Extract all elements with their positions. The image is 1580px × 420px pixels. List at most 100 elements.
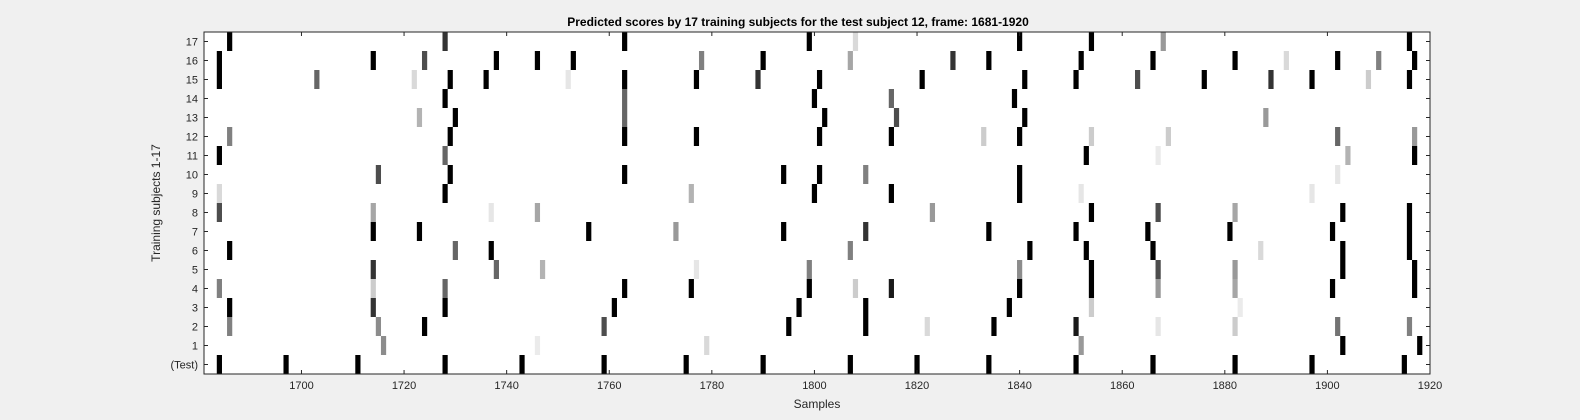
y-tick-label: 6 <box>192 246 198 258</box>
score-mark <box>950 51 956 70</box>
score-mark <box>611 298 617 317</box>
score-mark <box>227 241 233 260</box>
score-mark <box>1073 355 1079 374</box>
y-tick-label: 12 <box>186 132 198 144</box>
y-tick-label: 7 <box>192 227 198 239</box>
y-axis-label: Training subjects 1-17 <box>149 144 163 262</box>
score-mark <box>1017 127 1023 146</box>
score-mark <box>370 222 376 241</box>
y-tick-label: 9 <box>192 189 198 201</box>
y-tick-label: 14 <box>186 94 198 106</box>
score-mark <box>1201 70 1207 89</box>
score-mark <box>1073 222 1079 241</box>
score-mark <box>534 336 541 355</box>
score-mark <box>693 127 700 146</box>
score-mark <box>816 70 823 89</box>
score-mark <box>1412 51 1418 70</box>
score-mark <box>811 89 818 108</box>
score-mark <box>981 127 987 146</box>
score-mark <box>493 260 499 279</box>
score-mark <box>1232 355 1238 374</box>
score-mark <box>1083 241 1089 260</box>
score-mark <box>622 32 628 51</box>
score-mark <box>1340 336 1346 355</box>
score-mark <box>991 317 997 336</box>
score-mark <box>1340 260 1346 279</box>
score-mark <box>1150 241 1156 260</box>
score-mark <box>806 260 812 279</box>
score-mark <box>442 298 448 317</box>
score-mark <box>847 51 853 70</box>
score-mark <box>216 70 222 89</box>
y-tick-label: 11 <box>187 151 198 163</box>
score-mark <box>1283 51 1289 70</box>
score-mark <box>919 70 925 89</box>
score-mark <box>216 51 222 70</box>
score-mark <box>781 165 787 184</box>
score-mark <box>852 32 859 51</box>
score-mark <box>622 127 628 146</box>
score-mark <box>1335 317 1341 336</box>
score-mark <box>416 108 423 127</box>
score-mark <box>519 355 525 374</box>
score-mark <box>1232 260 1238 279</box>
score-mark <box>1345 146 1351 165</box>
score-mark <box>1406 32 1413 51</box>
x-axis-ticks: 1700 1720 1740 1760 1780 1800 1820 1840 1860 1880… <box>289 32 1442 392</box>
score-mark <box>1232 279 1238 298</box>
score-mark <box>452 108 458 127</box>
y-tick-label: 13 <box>186 113 198 125</box>
score-mark <box>1406 203 1413 222</box>
y-tick-label: 10 <box>186 170 198 182</box>
score-mark <box>1083 146 1089 165</box>
score-mark <box>929 203 936 222</box>
x-tick-label: 1760 <box>597 380 621 392</box>
score-mark <box>1017 279 1023 298</box>
y-tick-label: 17 <box>186 37 198 49</box>
score-mark <box>693 260 700 279</box>
score-mark <box>539 260 546 279</box>
x-tick-label: 1720 <box>392 380 416 392</box>
score-mark <box>411 70 417 89</box>
score-mark <box>1088 32 1095 51</box>
score-mark <box>1340 241 1346 260</box>
score-mark <box>1268 70 1274 89</box>
score-mark <box>570 51 576 70</box>
score-mark <box>786 317 792 336</box>
score-mark <box>1078 51 1084 70</box>
y-tick-label: 5 <box>192 265 198 277</box>
score-mark <box>806 32 812 51</box>
score-mark <box>704 336 710 355</box>
score-mark <box>1237 298 1243 317</box>
score-mark <box>863 317 869 336</box>
score-mark <box>1406 241 1413 260</box>
score-mark <box>488 241 494 260</box>
score-mark <box>888 127 894 146</box>
score-mark <box>806 279 812 298</box>
score-mark <box>1329 222 1336 241</box>
score-mark <box>1412 146 1418 165</box>
score-mark <box>1088 279 1095 298</box>
score-mark <box>796 298 802 317</box>
score-mark <box>1406 70 1413 89</box>
score-mark <box>1406 317 1413 336</box>
score-mark <box>888 89 894 108</box>
score-mark <box>622 165 628 184</box>
score-mark <box>442 89 448 108</box>
score-mark <box>442 146 448 165</box>
plot-frame <box>203 31 1431 375</box>
score-mark <box>693 70 700 89</box>
score-mark <box>1227 222 1233 241</box>
score-mark <box>1365 70 1372 89</box>
score-mark <box>1073 70 1079 89</box>
score-mark <box>822 108 828 127</box>
score-mark <box>1088 260 1095 279</box>
score-mark <box>863 298 869 317</box>
score-mark <box>863 165 869 184</box>
score-mark <box>1329 279 1336 298</box>
score-mark <box>755 70 761 89</box>
score-mark <box>447 70 453 89</box>
score-mark <box>227 298 233 317</box>
score-mark <box>852 279 859 298</box>
